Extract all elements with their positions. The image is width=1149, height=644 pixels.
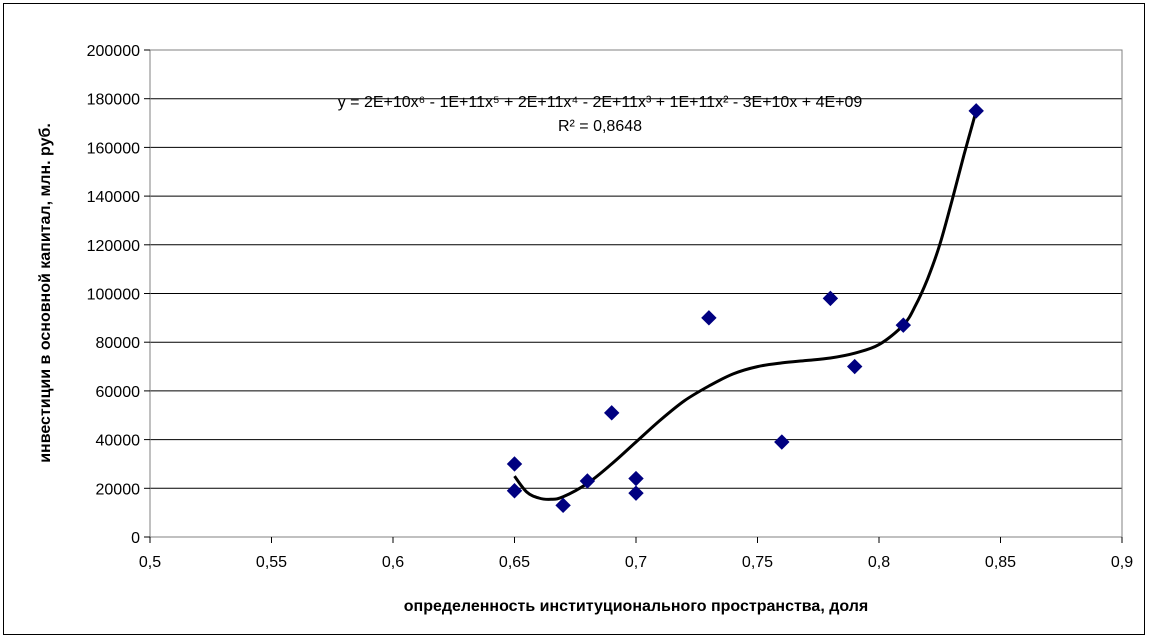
data-points [506, 103, 984, 514]
y-axis-title: инвестиции в основной капитал, млн. руб. [37, 123, 54, 463]
y-tick-label: 40000 [96, 433, 141, 450]
x-tick-label: 0,9 [1111, 554, 1133, 571]
data-point [774, 434, 790, 450]
data-point [822, 290, 839, 307]
gridlines [150, 98, 1122, 489]
data-point [628, 485, 644, 501]
y-tick-label: 200000 [87, 43, 140, 60]
x-tick-label: 0,75 [742, 554, 773, 571]
r-squared-label: R² = 0,8648 [558, 118, 642, 135]
y-tick-label: 60000 [96, 384, 141, 401]
x-axis-ticks: 0,5 0,55 0,6 0,65 0,7 0,75 0,8 0,85 0,9 [139, 537, 1133, 571]
y-tick-label: 120000 [87, 238, 140, 255]
x-tick-label: 0,7 [625, 554, 647, 571]
y-tick-label: 160000 [87, 140, 140, 157]
x-tick-label: 0,85 [985, 554, 1016, 571]
y-tick-label: 140000 [87, 189, 140, 206]
data-point [603, 405, 620, 421]
x-tick-label: 0,8 [868, 554, 890, 571]
x-tick-label: 0,5 [139, 554, 161, 571]
trendline [513, 110, 978, 501]
data-point [506, 483, 523, 499]
data-point [506, 456, 523, 472]
x-tick-label: 0,6 [382, 554, 404, 571]
data-point [895, 317, 912, 333]
x-tick-label: 0,65 [499, 554, 530, 571]
y-tick-label: 20000 [96, 481, 141, 498]
data-point [846, 358, 863, 375]
y-tick-label: 180000 [87, 92, 140, 109]
y-tick-label: 0 [131, 530, 140, 547]
y-tick-label: 80000 [96, 335, 141, 352]
chart-border [3, 3, 1145, 635]
data-point [555, 497, 571, 514]
data-point [579, 473, 596, 489]
y-tick-label: 100000 [87, 287, 140, 304]
trendline-equation: y = 2E+10x⁶ - 1E+11x⁵ + 2E+11x⁴ - 2E+11x… [338, 94, 863, 111]
x-tick-label: 0,55 [256, 554, 287, 571]
y-axis-ticks: 0 20000 40000 60000 80000 100000 120000 140000 1… [87, 43, 150, 547]
data-point [968, 103, 984, 119]
data-point [701, 310, 717, 326]
x-axis-title: определенность институционального простр… [404, 598, 869, 615]
